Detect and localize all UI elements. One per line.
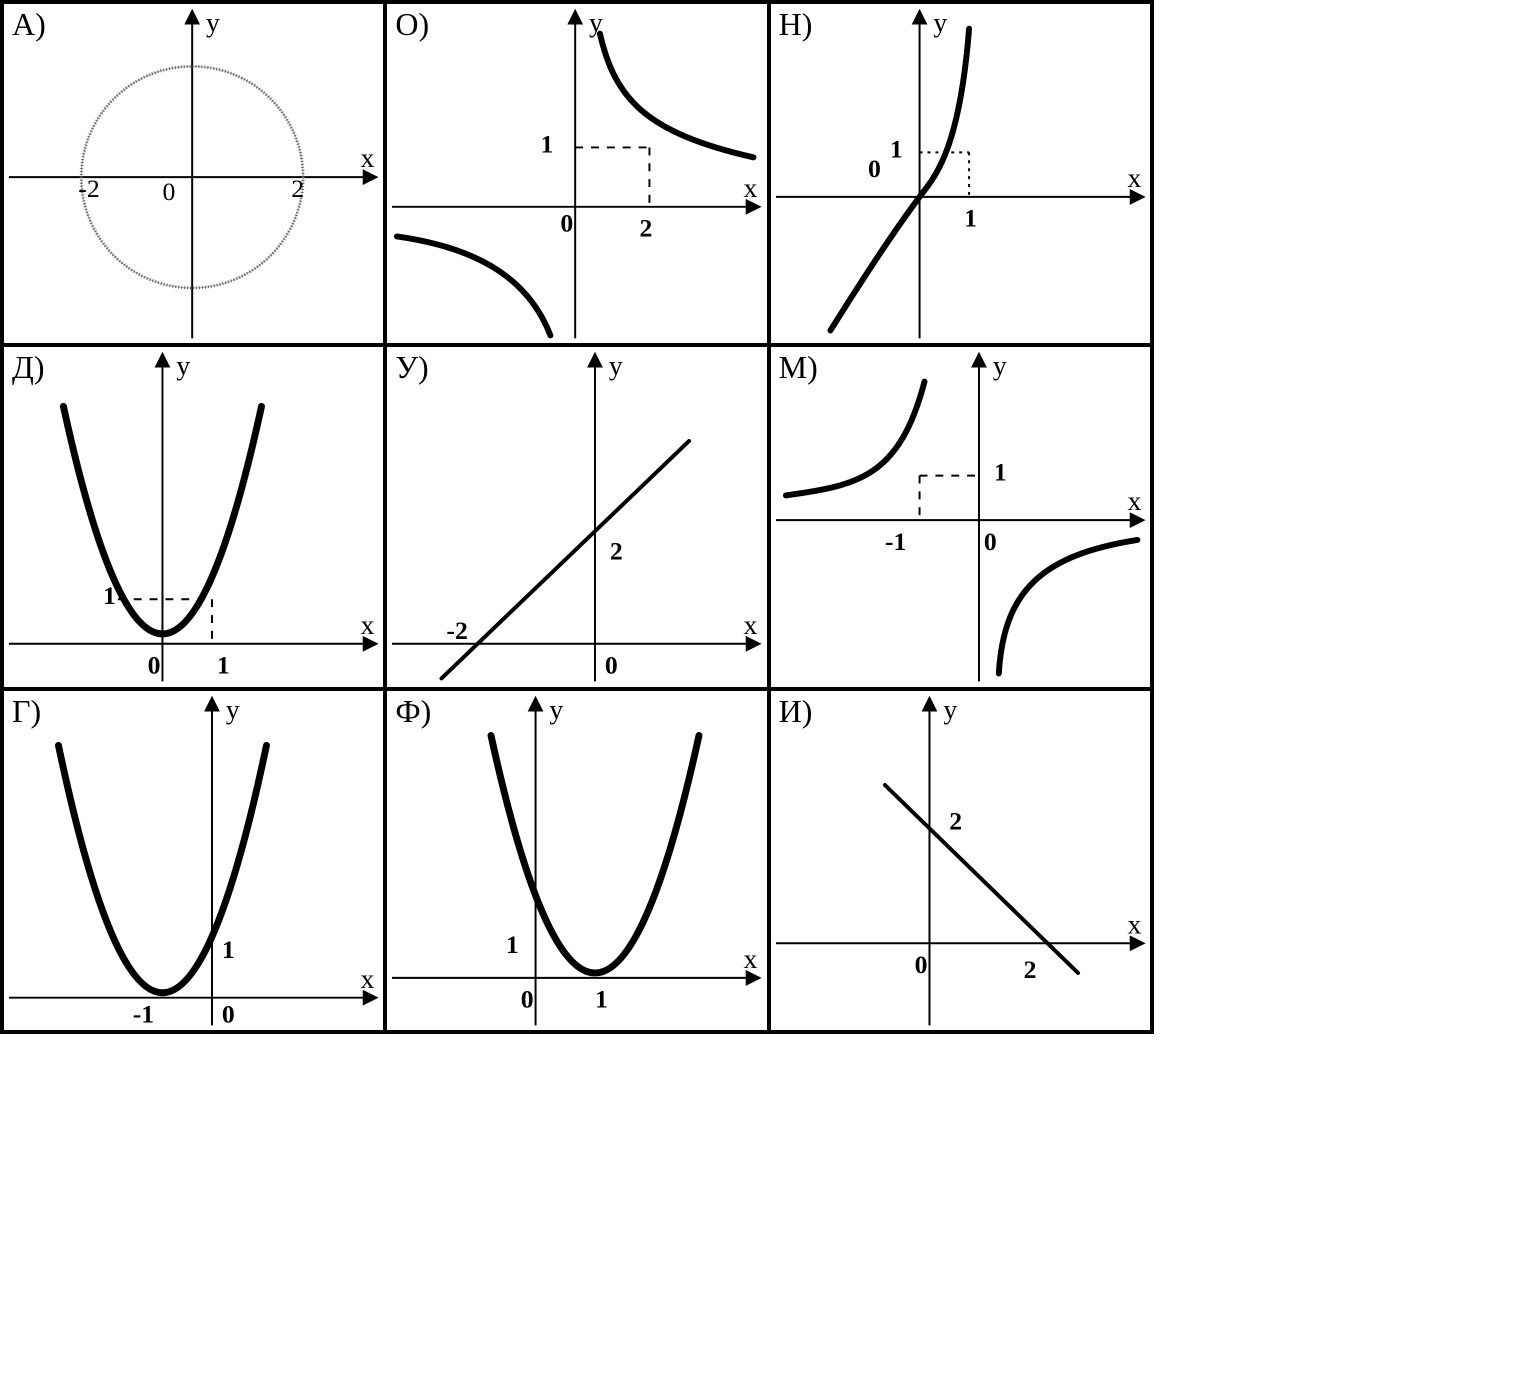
svg-text:0: 0 xyxy=(222,999,235,1028)
svg-text:-1: -1 xyxy=(133,999,154,1028)
svg-text:y: y xyxy=(176,350,190,381)
svg-text:y: y xyxy=(993,350,1007,381)
cell-U: У)xy2-20 xyxy=(385,345,768,688)
svg-text:0: 0 xyxy=(868,154,881,183)
page: А)xy-220О)xy120Н)xy101Д)xy101У)xy2-20М)x… xyxy=(0,0,1532,1380)
svg-text:0: 0 xyxy=(914,950,927,979)
svg-text:y: y xyxy=(609,350,623,381)
svg-text:1: 1 xyxy=(964,204,977,233)
cell-O: О)xy120 xyxy=(385,2,768,345)
svg-text:0: 0 xyxy=(984,527,997,556)
cell-G: Г)xy1-10 xyxy=(2,689,385,1032)
svg-text:x: x xyxy=(1127,162,1141,193)
svg-text:y: y xyxy=(933,7,947,38)
svg-text:2: 2 xyxy=(1023,955,1036,984)
cell-D: Д)xy101 xyxy=(2,345,385,688)
svg-text:0: 0 xyxy=(521,984,534,1013)
svg-text:1: 1 xyxy=(994,458,1007,487)
svg-text:1: 1 xyxy=(890,134,903,163)
svg-text:1: 1 xyxy=(506,930,519,959)
svg-text:0: 0 xyxy=(148,651,161,680)
svg-text:1: 1 xyxy=(595,984,608,1013)
cell-H: Н)xy101 xyxy=(769,2,1152,345)
svg-text:2: 2 xyxy=(610,537,623,566)
svg-text:x: x xyxy=(744,609,758,640)
svg-text:2: 2 xyxy=(949,806,962,835)
svg-text:y: y xyxy=(226,693,240,724)
svg-text:0: 0 xyxy=(162,177,175,206)
cell-A: А)xy-220 xyxy=(2,2,385,345)
svg-text:x: x xyxy=(1127,486,1141,517)
svg-text:x: x xyxy=(744,943,758,974)
cell-M: М)xy1-10 xyxy=(769,345,1152,688)
svg-text:1: 1 xyxy=(217,651,230,680)
svg-text:1: 1 xyxy=(222,935,235,964)
svg-text:1: 1 xyxy=(103,582,116,611)
svg-text:x: x xyxy=(744,172,758,203)
svg-text:0: 0 xyxy=(605,651,618,680)
svg-text:2: 2 xyxy=(291,174,304,203)
svg-text:y: y xyxy=(943,693,957,724)
svg-text:-2: -2 xyxy=(447,616,468,645)
svg-text:x: x xyxy=(361,609,375,640)
svg-text:2: 2 xyxy=(640,213,653,242)
svg-text:1: 1 xyxy=(541,129,554,158)
svg-text:x: x xyxy=(361,142,375,173)
svg-text:0: 0 xyxy=(561,209,574,238)
svg-text:x: x xyxy=(361,962,375,993)
svg-text:-1: -1 xyxy=(885,527,906,556)
svg-text:y: y xyxy=(550,693,564,724)
svg-text:y: y xyxy=(206,7,220,38)
chart-grid: А)xy-220О)xy120Н)xy101Д)xy101У)xy2-20М)x… xyxy=(0,0,1154,1034)
svg-text:-2: -2 xyxy=(78,174,99,203)
cell-I: И)xy202 xyxy=(769,689,1152,1032)
svg-text:x: x xyxy=(1127,908,1141,939)
cell-F: Ф)xy101 xyxy=(385,689,768,1032)
